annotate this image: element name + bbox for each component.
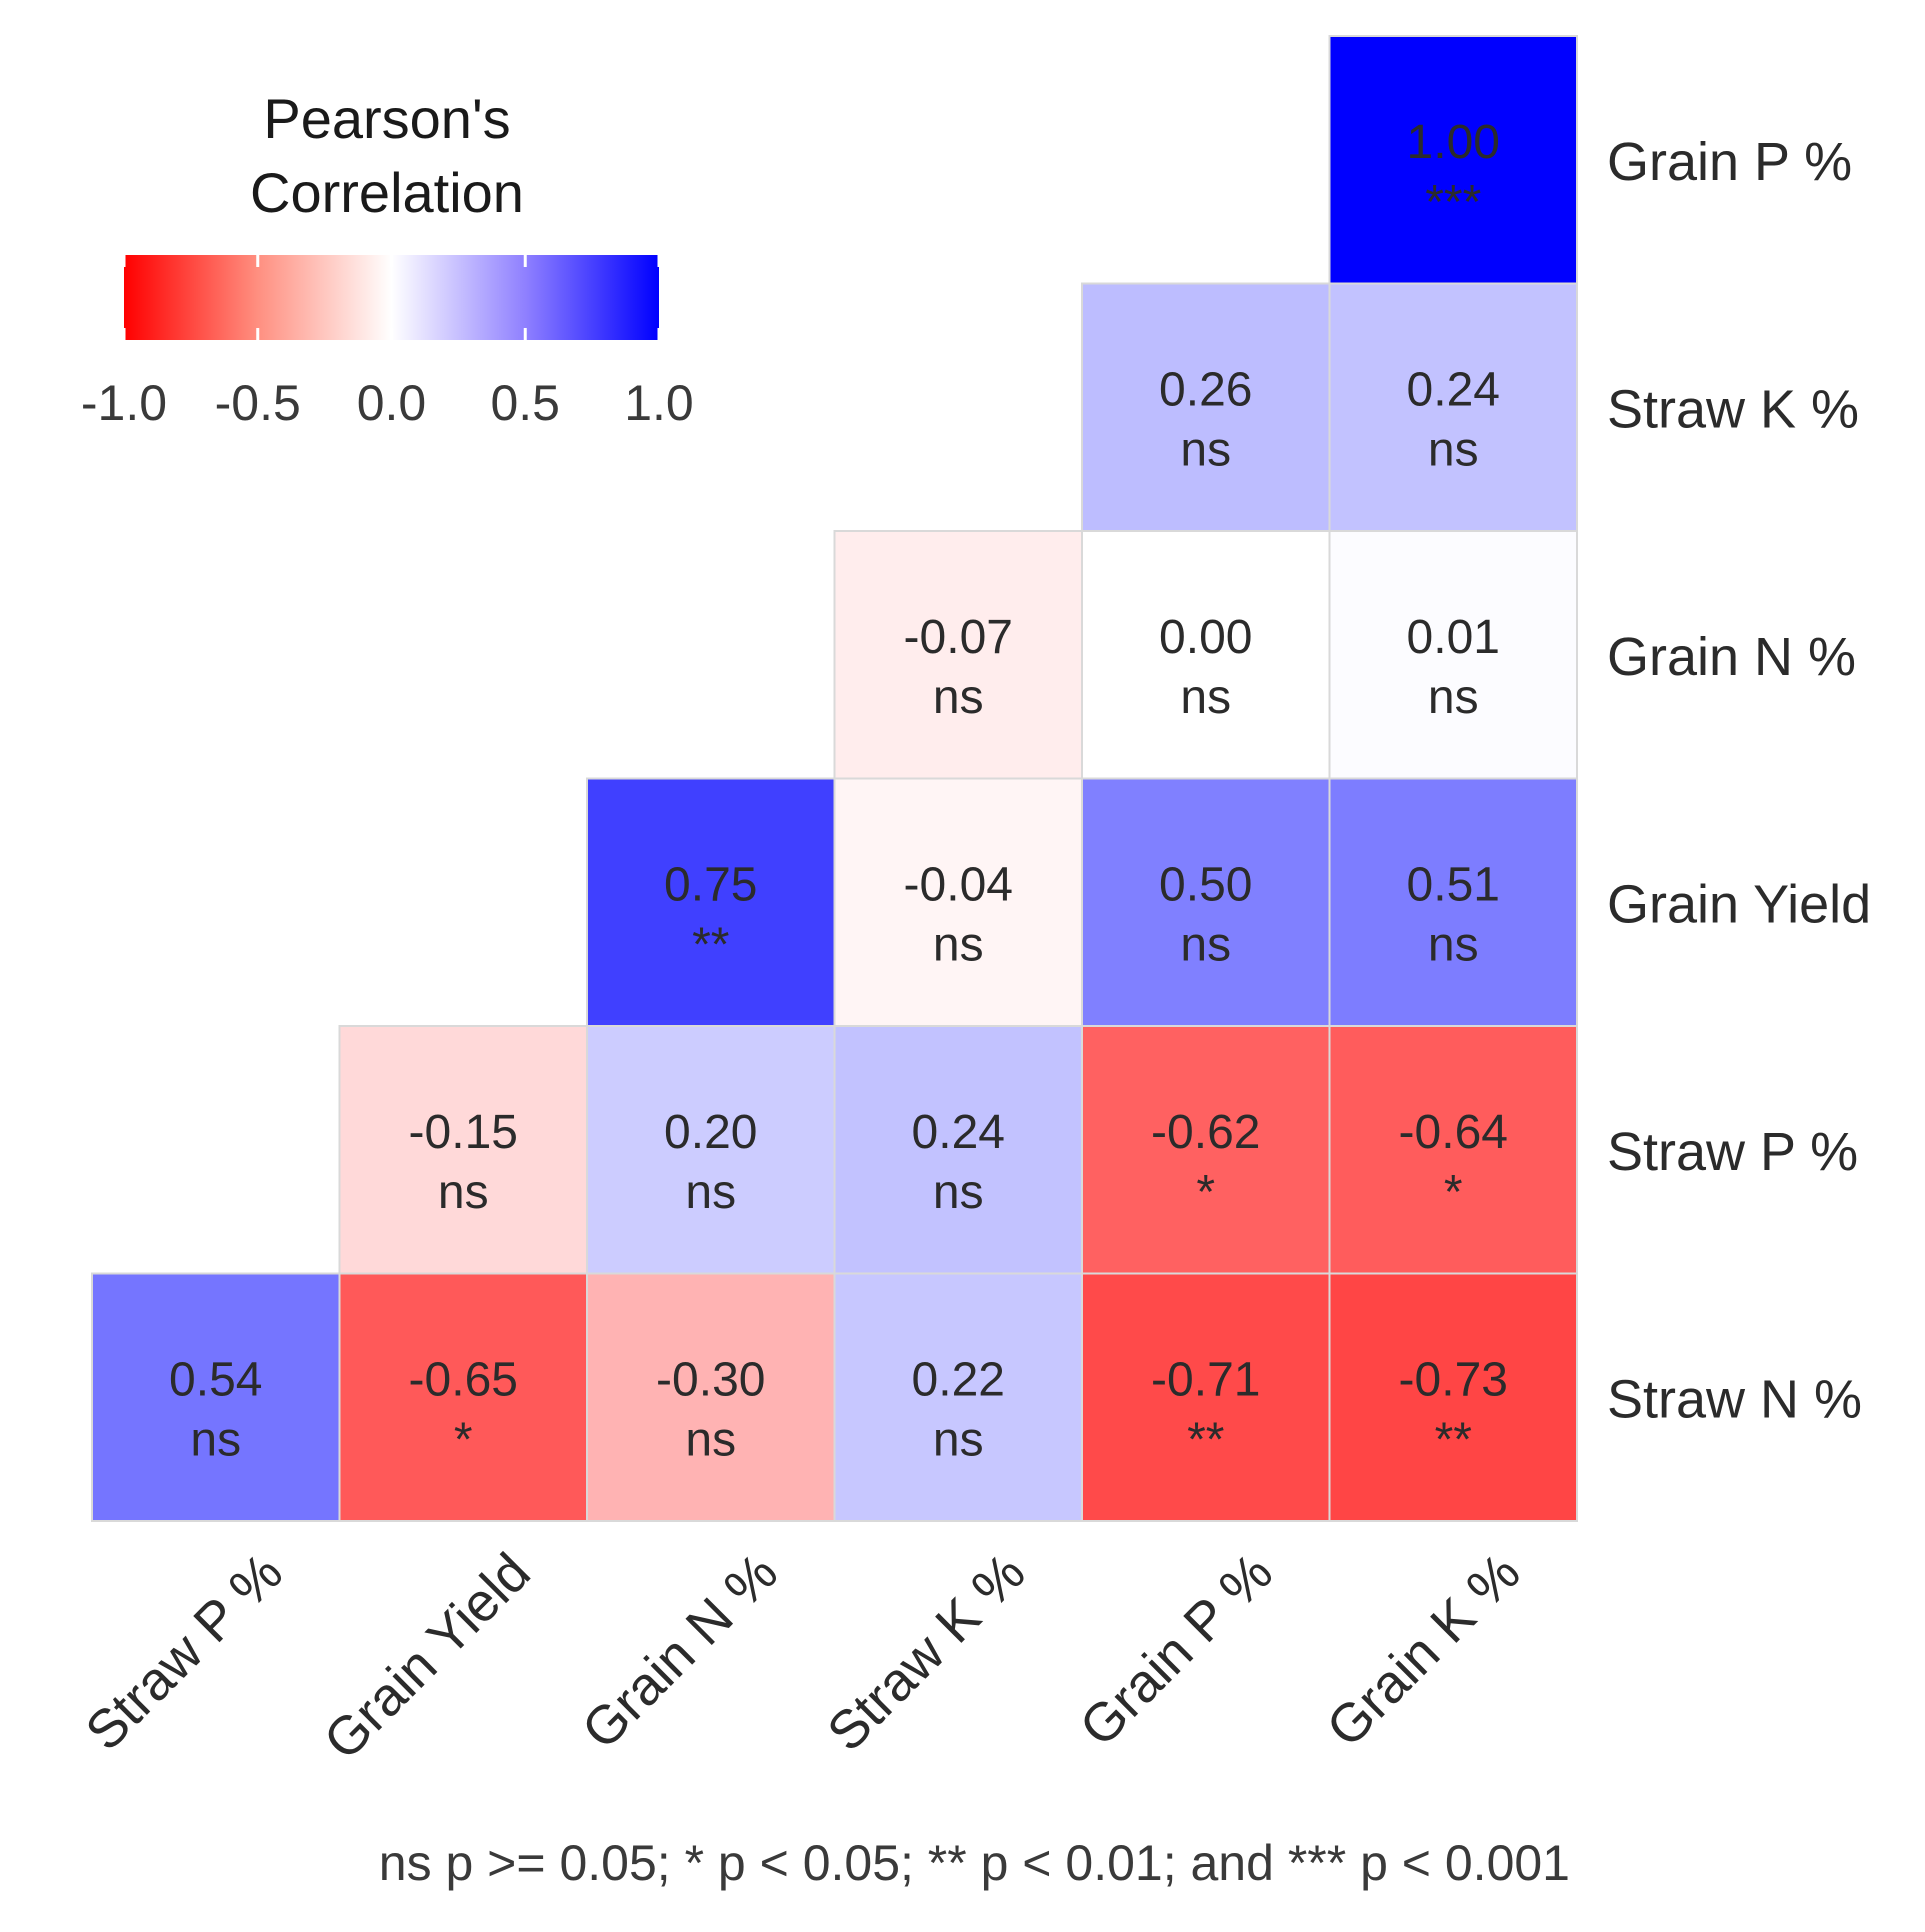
cell-value-label: 0.24 [1407,363,1500,416]
legend-tick-label: 1.0 [624,375,694,431]
cell-value-label: -0.62 [1151,1106,1260,1159]
legend: Pearson's Correlation -1.0 -0.5 0.0 0.5 1.0 [81,87,694,431]
cell-value-label: -0.15 [409,1106,518,1159]
cell-value-label: -0.64 [1399,1106,1508,1159]
heatmap-cell-straw-n-grain-p [1081,1272,1331,1522]
cell-significance-label: ns [1180,423,1231,476]
heatmap-cells: 1.00***0.26ns0.24ns-0.07ns0.00ns0.01ns0.… [91,35,1578,1522]
cell-significance-label: ** [1435,1413,1472,1466]
column-labels: Straw P % Grain Yield Grain N % Straw K % Gr… [74,1542,1531,1771]
cell-value-label: -0.04 [904,858,1013,911]
legend-tick-label: 0.0 [357,375,427,431]
cell-significance-label: ns [933,671,984,724]
column-label: Grain Yield [313,1542,542,1771]
cell-value-label: 0.75 [664,858,757,911]
cell-significance-label: *** [1425,176,1481,229]
cell-value-label: 0.01 [1407,611,1500,664]
heatmap-cell-grain-yield-straw-k [833,777,1083,1027]
row-label: Straw K % [1607,379,1859,439]
cell-value-label: -0.71 [1151,1353,1260,1406]
legend-tick-label: -0.5 [215,375,301,431]
row-label: Straw N % [1607,1369,1862,1429]
legend-title-line-1: Pearson's [263,87,510,150]
legend-title-line-2: Correlation [250,161,524,224]
cell-significance-label: ns [685,1166,736,1219]
heatmap-cell-straw-n-grain-yield [338,1272,588,1522]
legend-tick-label: 0.5 [490,375,560,431]
significance-footnote: ns p >= 0.05; * p < 0.05; ** p < 0.01; a… [379,1835,1570,1891]
cell-significance-label: * [454,1413,473,1466]
cell-significance-label: ** [692,918,729,971]
cell-value-label: -0.30 [656,1353,765,1406]
heatmap-cell-straw-p-straw-k [833,1025,1083,1275]
cell-value-label: 0.50 [1159,858,1252,911]
legend-tick-label: -1.0 [81,375,167,431]
cell-significance-label: ns [1180,918,1231,971]
column-label: Grain P % [1068,1542,1284,1758]
cell-value-label: -0.07 [904,611,1013,664]
heatmap-cell-straw-n-grain-n [586,1272,836,1522]
cell-significance-label: * [1444,1166,1463,1219]
heatmap-cell-grain-yield-grain-p [1081,777,1331,1027]
cell-value-label: 0.24 [912,1106,1005,1159]
heatmap-cell-grain-p-grain-k [1328,35,1578,285]
cell-significance-label: ns [933,1166,984,1219]
heatmap-cell-straw-p-grain-k [1328,1025,1578,1275]
cell-significance-label: ** [1187,1413,1224,1466]
cell-value-label: -0.73 [1399,1353,1508,1406]
cell-value-label: 0.20 [664,1106,757,1159]
row-label: Straw P % [1607,1122,1858,1182]
legend-color-bar [124,255,659,340]
column-label: Grain N % [571,1542,790,1761]
cell-significance-label: ns [1428,671,1479,724]
heatmap-cell-grain-yield-grain-n [586,777,836,1027]
cell-value-label: 0.54 [169,1353,262,1406]
row-label: Grain N % [1607,627,1856,687]
cell-significance-label: ns [1428,918,1479,971]
heatmap-cell-straw-n-straw-p [91,1272,341,1522]
cell-value-label: 0.22 [912,1353,1005,1406]
heatmap-cell-straw-k-grain-k [1328,282,1578,532]
cell-significance-label: ns [685,1413,736,1466]
heatmap-cell-grain-n-grain-k [1328,530,1578,780]
cell-significance-label: ns [1428,423,1479,476]
cell-value-label: 0.51 [1407,858,1500,911]
cell-value-label: -0.65 [409,1353,518,1406]
heatmap-cell-straw-n-grain-k [1328,1272,1578,1522]
cell-significance-label: ns [1180,671,1231,724]
column-label: Straw K % [816,1542,1037,1763]
cell-significance-label: ns [438,1166,489,1219]
heatmap-cell-straw-p-grain-p [1081,1025,1331,1275]
legend-ticks: -1.0 -0.5 0.0 0.5 1.0 [81,255,694,431]
row-label: Grain Yield [1607,874,1871,934]
cell-significance-label: ns [933,1413,984,1466]
row-labels: Grain P % Straw K % Grain N % Grain Yield St… [1607,132,1871,1430]
cell-significance-label: ns [190,1413,241,1466]
heatmap-cell-straw-n-straw-k [833,1272,1083,1522]
heatmap-cell-grain-yield-grain-k [1328,777,1578,1027]
column-label: Grain K % [1315,1542,1531,1758]
heatmap-cell-grain-n-grain-p [1081,530,1331,780]
cell-significance-label: ns [933,918,984,971]
cell-significance-label: * [1196,1166,1215,1219]
cell-value-label: 0.26 [1159,363,1252,416]
cell-value-label: 1.00 [1407,116,1500,169]
column-label: Straw P % [74,1542,294,1762]
row-label: Grain P % [1607,132,1852,192]
cell-value-label: 0.00 [1159,611,1252,664]
